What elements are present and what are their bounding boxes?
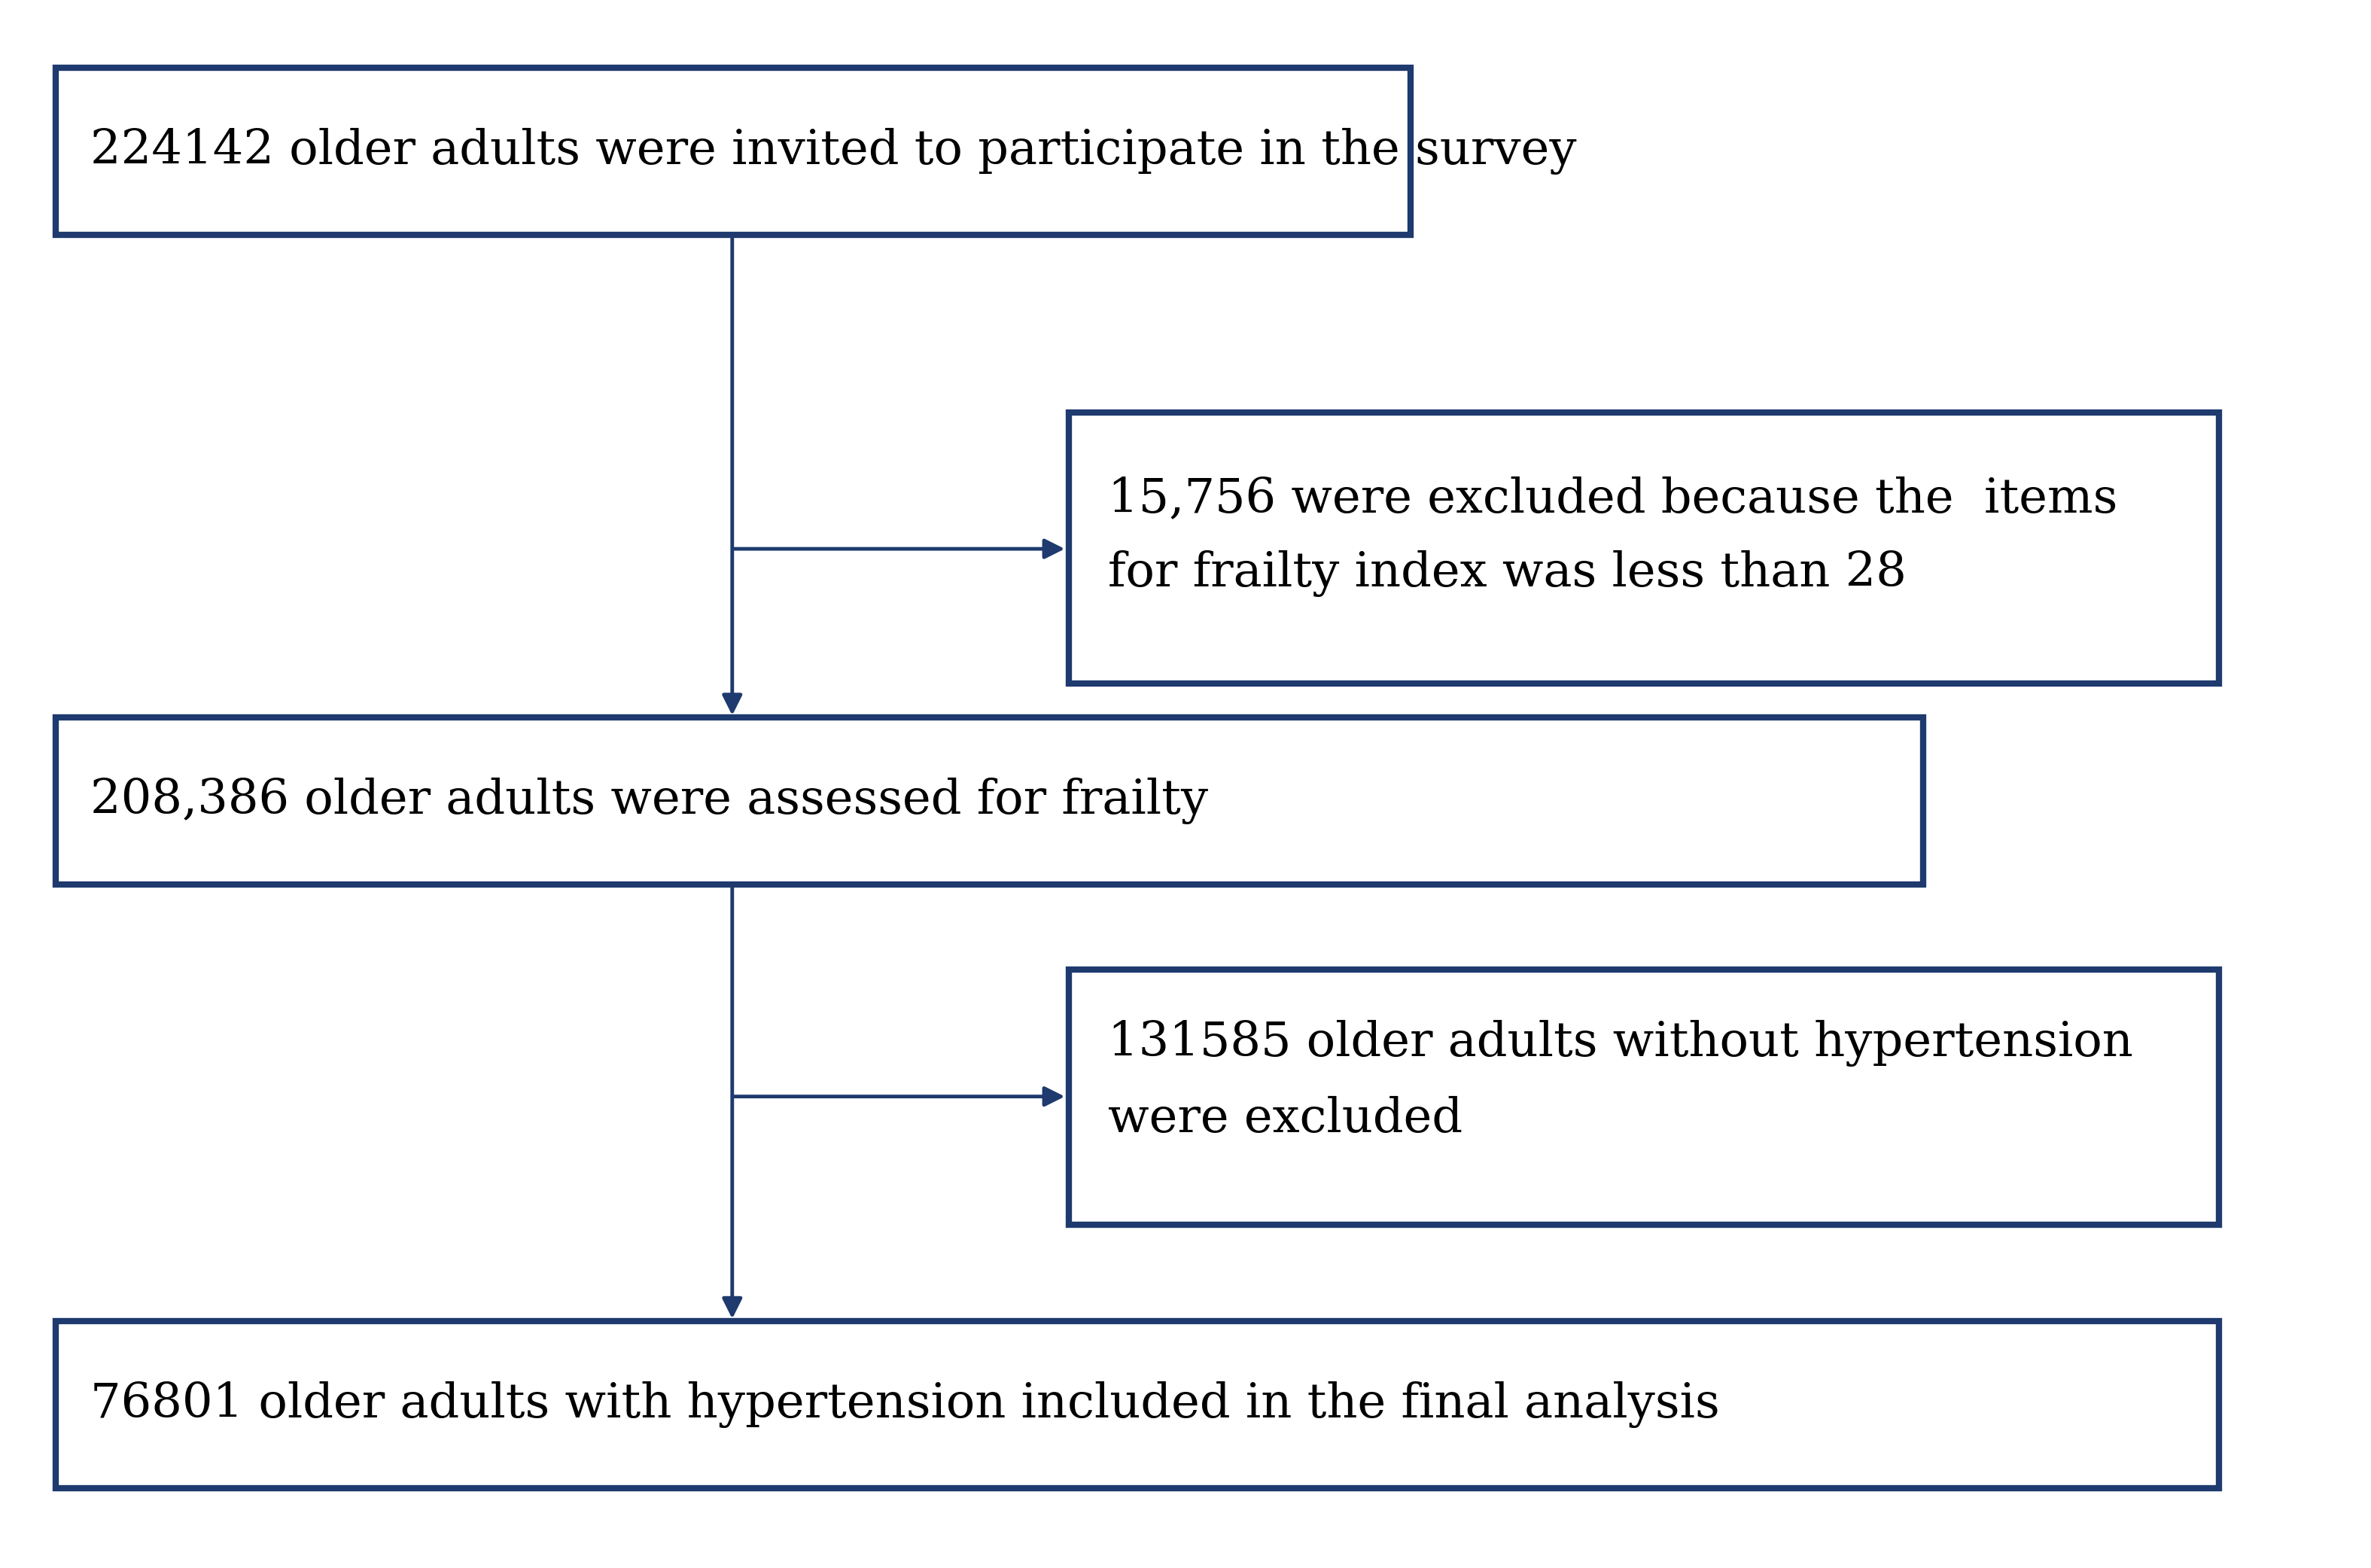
Text: 131585 older adults without hypertension
were excluded: 131585 older adults without hypertension… xyxy=(1107,1021,2134,1142)
Text: 208,386 older adults were assessed for frailty: 208,386 older adults were assessed for f… xyxy=(90,778,1207,825)
FancyBboxPatch shape xyxy=(1069,412,2219,684)
Text: 15,756 were excluded because the  items
for frailty index was less than 28: 15,756 were excluded because the items f… xyxy=(1107,475,2117,597)
FancyBboxPatch shape xyxy=(57,718,1923,884)
Text: 76801 older adults with hypertension included in the final analysis: 76801 older adults with hypertension inc… xyxy=(90,1381,1719,1428)
FancyBboxPatch shape xyxy=(57,1320,2219,1488)
FancyBboxPatch shape xyxy=(1069,969,2219,1225)
Text: 224142 older adults were invited to participate in the survey: 224142 older adults were invited to part… xyxy=(90,129,1577,174)
FancyBboxPatch shape xyxy=(57,67,1411,235)
